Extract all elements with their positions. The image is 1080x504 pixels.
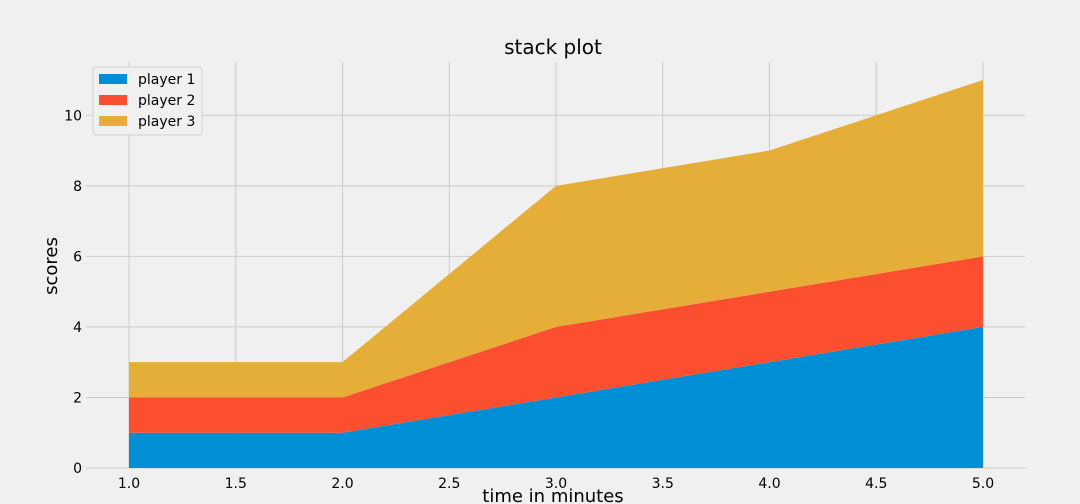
y-tick-label: 0 <box>73 461 82 477</box>
y-tick-label: 6 <box>73 249 82 265</box>
legend-label: player 1 <box>138 72 195 88</box>
series-area-player-2 <box>129 256 983 433</box>
legend-swatch <box>99 116 127 126</box>
x-tick-label: 2.0 <box>331 476 353 492</box>
legend-label: player 2 <box>138 93 195 109</box>
area-layer <box>129 80 983 468</box>
chart-title: stack plot <box>504 35 602 59</box>
x-axis-label: time in minutes <box>482 486 623 504</box>
x-tick-label: 3.0 <box>545 476 567 492</box>
legend: player 1 player 2 player 3 <box>92 66 203 136</box>
y-tick-label: 10 <box>64 108 82 124</box>
x-tick-label: 4.0 <box>758 476 780 492</box>
x-tick-label: 1.0 <box>118 476 140 492</box>
x-tick-label: 1.5 <box>225 476 247 492</box>
y-tick-label: 8 <box>73 179 82 195</box>
x-tick-label: 3.5 <box>652 476 674 492</box>
legend-swatch <box>99 74 127 84</box>
y-tick-label: 4 <box>73 320 82 336</box>
x-tick-label: 2.5 <box>438 476 460 492</box>
y-axis-label: scores <box>41 237 62 295</box>
x-tick-label: 4.5 <box>865 476 887 492</box>
series-area-player-3 <box>129 80 983 398</box>
y-tick-label: 2 <box>73 390 82 406</box>
legend-label: player 3 <box>138 114 195 130</box>
tick-layer: 1.0 1.5 2.0 2.5 3.0 3.5 4.0 4.5 5.0 0 2 4 6 8 10 <box>64 108 994 492</box>
x-tick-label: 5.0 <box>972 476 994 492</box>
legend-swatch <box>99 95 127 105</box>
